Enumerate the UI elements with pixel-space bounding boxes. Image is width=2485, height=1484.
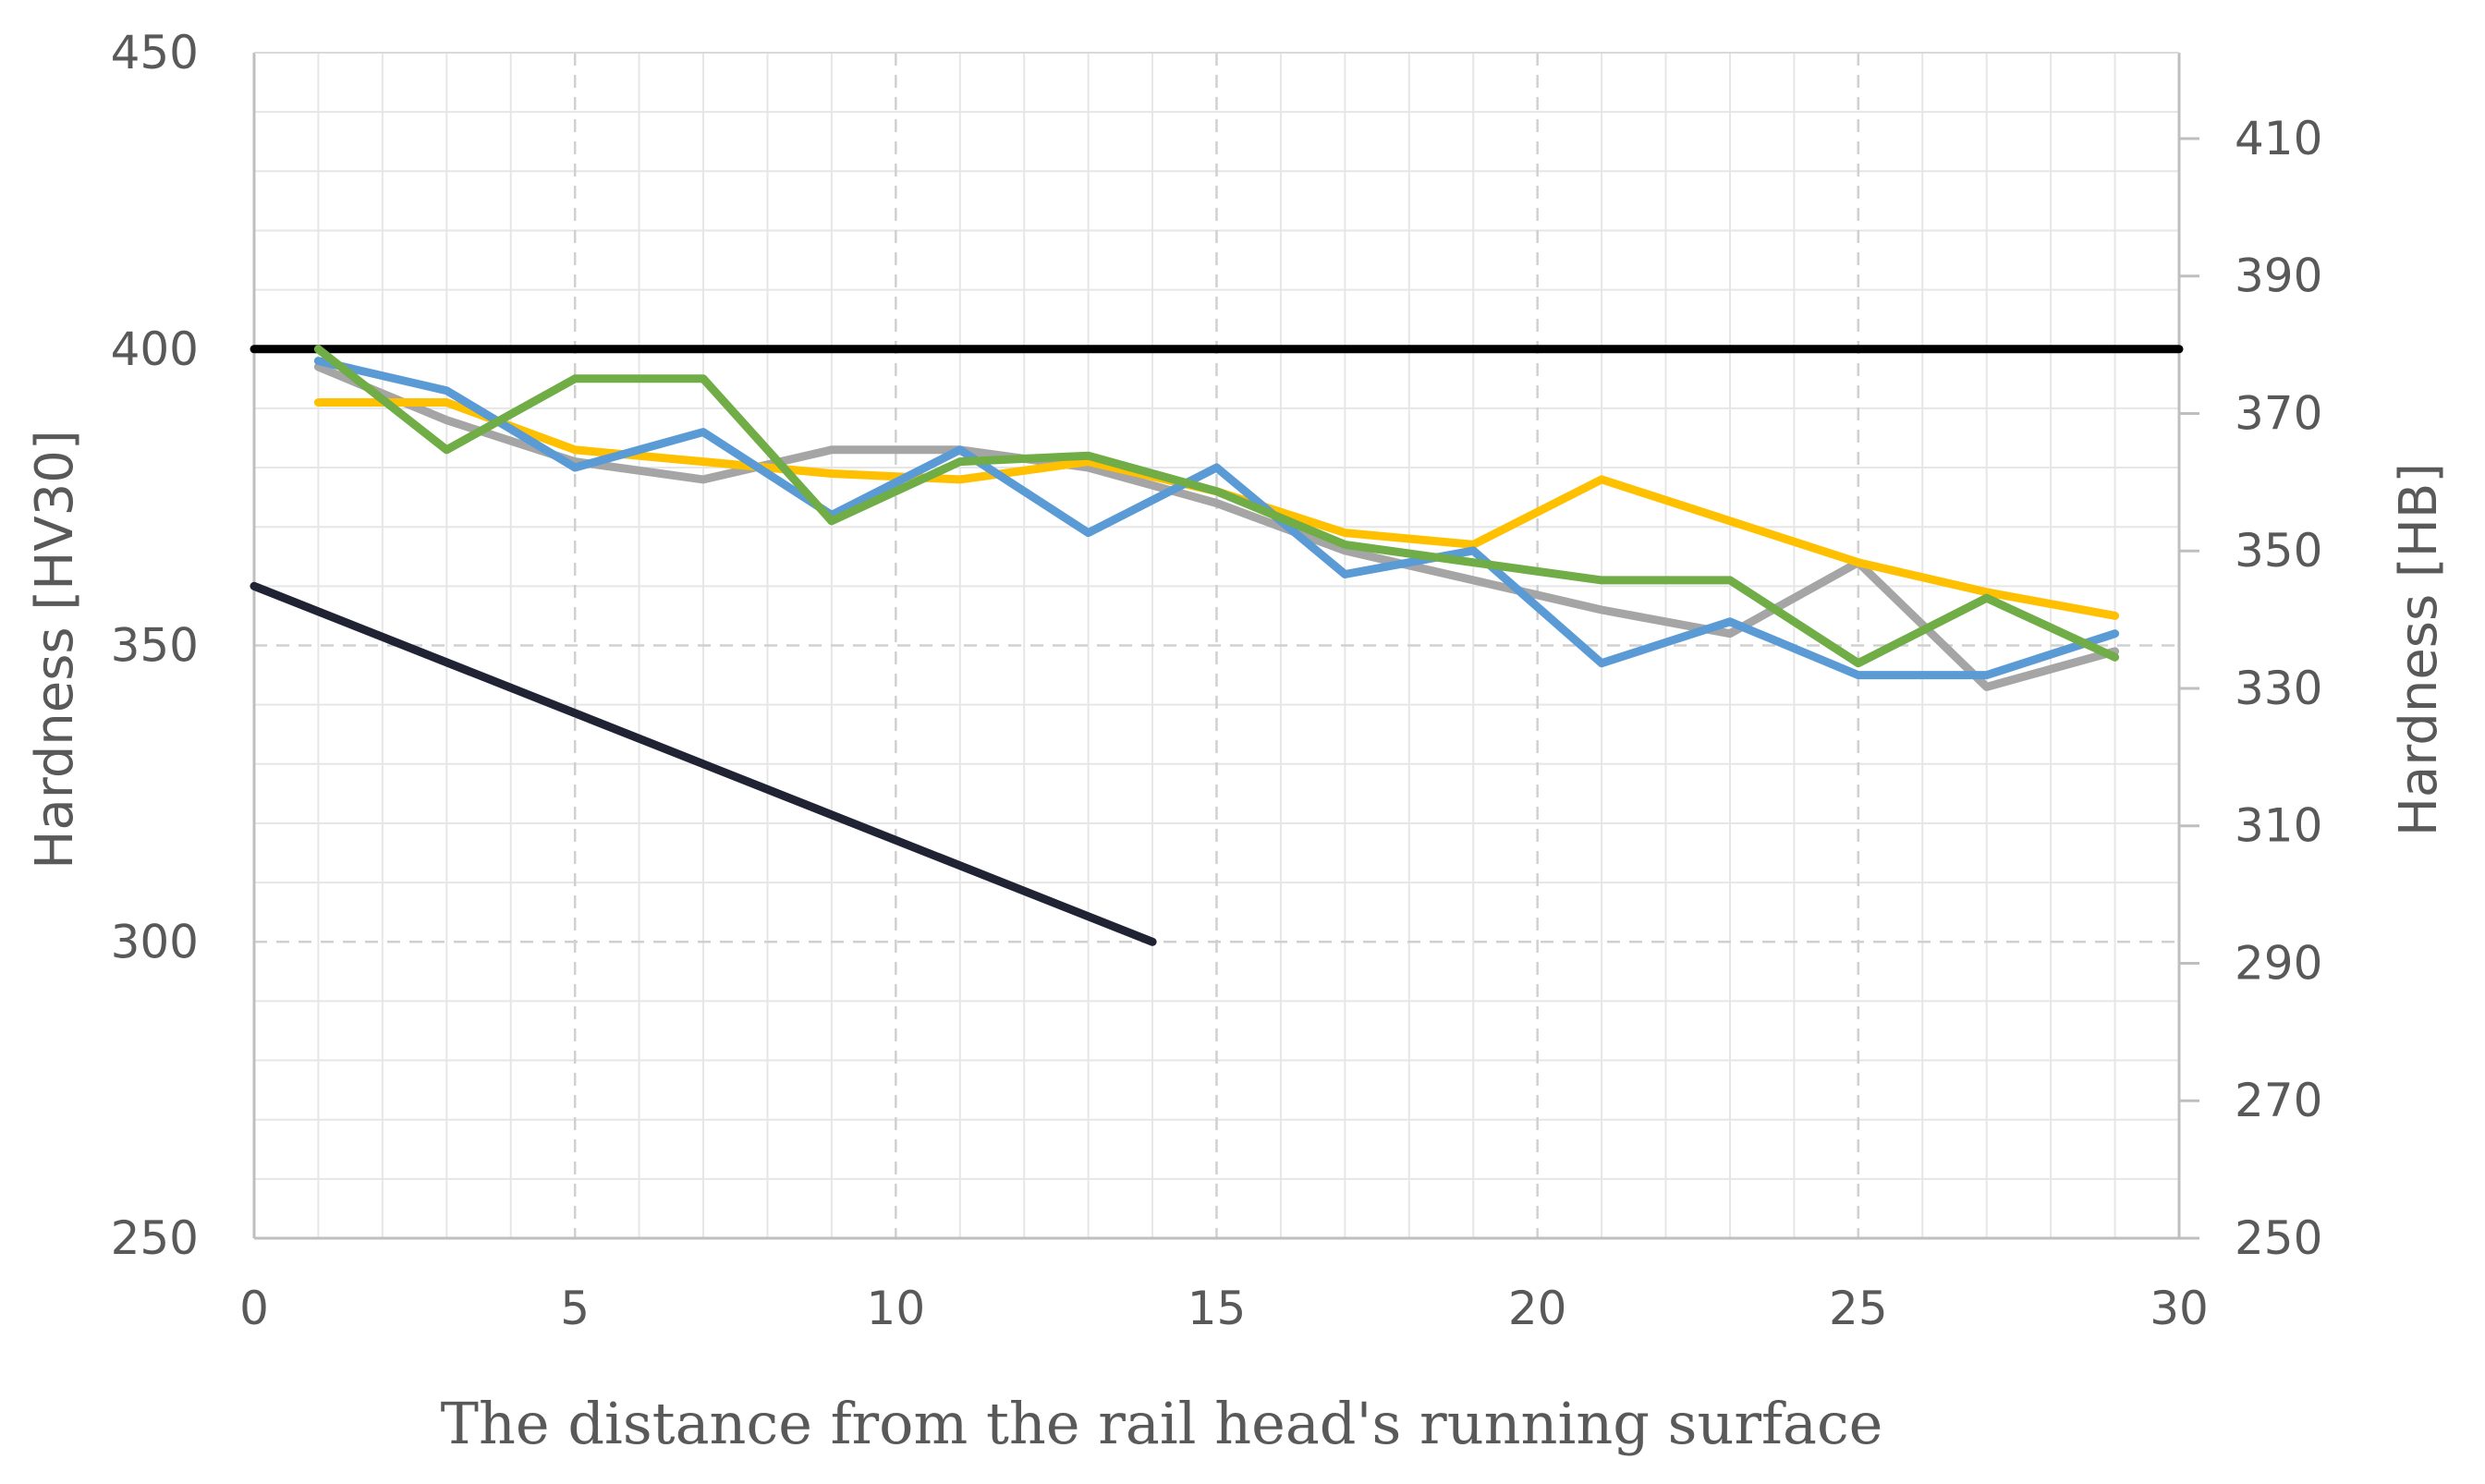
x-tick-label: 5 — [560, 1282, 590, 1335]
grid — [254, 53, 2179, 1238]
series-line-series-gray — [313, 362, 2120, 691]
y-tick-label-right: 410 — [2235, 112, 2322, 165]
y-tick-label-right: 250 — [2235, 1211, 2322, 1265]
x-tick-label: 0 — [239, 1282, 269, 1335]
x-tick-label: 10 — [867, 1282, 926, 1335]
y-tick-label-left: 300 — [111, 915, 199, 968]
series-line-minimum-requirement — [250, 581, 1157, 946]
y-tick-label-right: 330 — [2235, 662, 2322, 715]
y-tick-label-left: 400 — [111, 322, 199, 376]
y-tick-label-left: 250 — [111, 1211, 199, 1265]
y-tick-label-right: 370 — [2235, 386, 2322, 440]
y-tick-label-left: 450 — [111, 26, 199, 79]
tick-labels: 0 5 10 15 20 25 30 250 300 350 400 450 250 270 290 310 3… — [111, 26, 2323, 1335]
y-tick-label-right: 310 — [2235, 799, 2322, 853]
y-tick-label-left: 350 — [111, 619, 199, 673]
y-tick-label-right: 290 — [2235, 936, 2322, 990]
x-tick-label: 15 — [1188, 1282, 1247, 1335]
series-line-series-blue — [313, 357, 2120, 680]
x-tick-label: 30 — [2150, 1282, 2209, 1335]
y-tick-label-right: 390 — [2235, 249, 2322, 303]
x-tick-label: 20 — [1508, 1282, 1567, 1335]
axes — [252, 52, 2199, 1240]
y-tick-label-right: 350 — [2235, 524, 2322, 578]
x-axis-title: The distance from the rail head's runnin… — [441, 1390, 1883, 1457]
series-lines — [250, 345, 2184, 946]
x-tick-label: 25 — [1829, 1282, 1888, 1335]
series-line-series-green — [313, 345, 2120, 668]
y-axis-title-left: Hardness [HV30] — [25, 430, 85, 869]
y-axis-title-right: Hardness [HB] — [2389, 463, 2449, 836]
y-tick-label-right: 270 — [2235, 1074, 2322, 1127]
